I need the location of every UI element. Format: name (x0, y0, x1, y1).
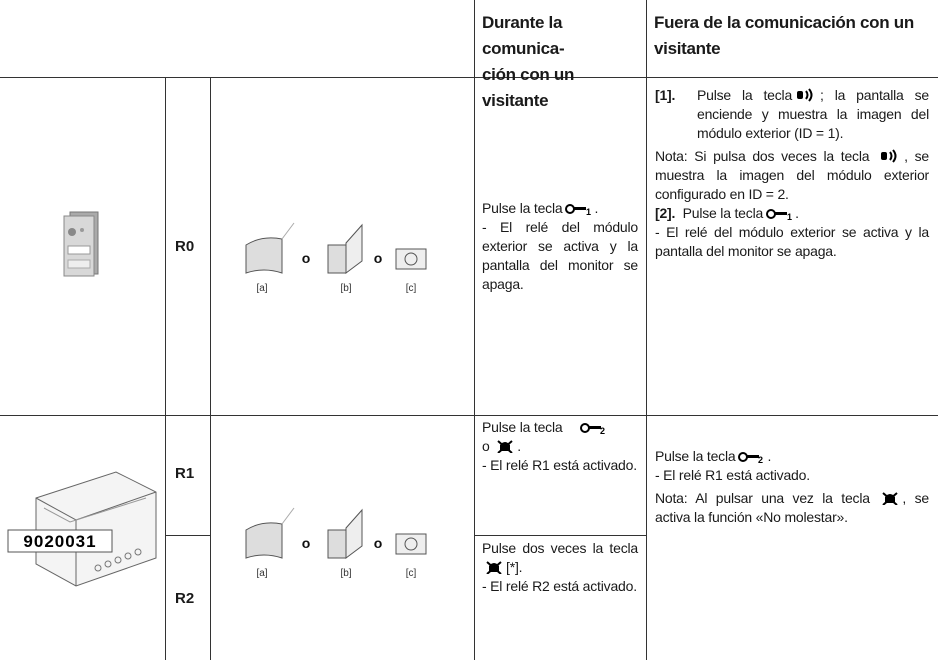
paragraph: - El relé R1 está activado. (482, 457, 637, 473)
do-not-disturb-icon (486, 561, 502, 574)
option-label: [a] (256, 568, 267, 579)
rule (0, 77, 938, 78)
step-number: [2]. (655, 205, 676, 221)
paragraph: Pulse dos veces la tecla [*]. (482, 539, 638, 577)
outdoor-panel-image (63, 211, 99, 277)
rule (646, 0, 647, 660)
paragraph: Pulse la tecla 1. (482, 199, 638, 218)
text: Pulse dos veces la tecla (482, 540, 638, 556)
option-separator: o (374, 250, 383, 266)
text: ; la pantalla se enciende y muestra la i… (697, 87, 929, 141)
rule (210, 77, 211, 660)
svg-text:1: 1 (787, 212, 792, 220)
header: Fuera de la comunicación con un visitant… (646, 0, 938, 77)
rule (0, 415, 938, 416)
svg-text:2: 2 (758, 455, 763, 463)
cell: [1]. Pulse la tecla; la pantalla se encie… (646, 86, 938, 261)
key1-icon: 1 (766, 209, 792, 220)
text: . (767, 448, 772, 464)
option-separator: o (302, 535, 311, 551)
paragraph: - El relé del módulo exterior se activa … (482, 218, 638, 292)
header-line: ción con un visitante (482, 65, 575, 110)
paragraph: Pulse la tecla 2 (482, 418, 638, 437)
step: [1]. Pulse la tecla; la pantalla se encie… (655, 86, 929, 143)
text: Pulse la tecla (697, 87, 793, 103)
option-label: [a] (256, 283, 267, 294)
cell: Pulse la tecla 1. - El relé del módulo ex… (474, 77, 646, 415)
text: . (795, 205, 799, 221)
step: [2]. Pulse la tecla 1. (655, 204, 929, 223)
option-label: [c] (406, 283, 417, 294)
note: Nota: Al pulsar una vez la tecla , se ac… (655, 489, 929, 527)
key1-icon: 1 (565, 203, 591, 215)
text: , se muestra la imagen del módulo exteri… (655, 148, 929, 202)
options-diagram: [a] o [b] o [c] (245, 222, 427, 294)
cell: Pulse la tecla 2 o . - El relé R1 está a… (474, 418, 646, 475)
text: , se activa la función «No molestar». (655, 490, 929, 525)
text: Nota: Al pulsar una vez la tecla (655, 490, 870, 506)
device-code: 9020031 (23, 532, 96, 551)
text: . (517, 438, 521, 454)
text: . (594, 199, 599, 216)
option-separator: o (374, 535, 383, 551)
svg-text:2: 2 (600, 426, 605, 434)
header: Durante la comunica- ción con un visitan… (474, 0, 646, 110)
cell: Pulse dos veces la tecla [*]. - El relé … (474, 539, 646, 596)
text: Pulse la tecla (482, 199, 563, 216)
do-not-disturb-icon (497, 440, 513, 453)
text: Pulse la tecla (482, 419, 563, 435)
rule (165, 535, 210, 536)
step-number: [1]. (655, 87, 676, 103)
text: o (482, 438, 490, 454)
key2-icon: 2 (738, 452, 764, 463)
cell: Pulse la tecla 2. - El relé R1 está activ… (646, 447, 938, 527)
options-diagram: [a] o [b] o [c] (245, 507, 427, 579)
paragraph: - El relé R1 está activado. (655, 467, 810, 483)
header-line: Durante la comunica- (482, 13, 565, 58)
do-not-disturb-icon (882, 492, 899, 505)
relay-label: R2 (175, 590, 195, 607)
relay-label: R0 (175, 238, 195, 255)
paragraph: - El relé del módulo exterior se activa … (655, 224, 929, 259)
svg-text:1: 1 (586, 207, 591, 215)
speaker-icon (797, 88, 813, 102)
relay-module-image: 9020031 (7, 471, 157, 587)
rule (474, 535, 646, 536)
option-separator: o (302, 250, 311, 266)
key2-icon: 2 (580, 423, 605, 434)
paragraph: Pulse la tecla 2. (655, 447, 929, 466)
note: Nota: Si pulsa dos veces la tecla , se m… (655, 147, 929, 204)
rule (474, 0, 475, 660)
option-label: [b] (340, 283, 351, 294)
rule (165, 77, 166, 660)
speaker-icon (881, 149, 897, 163)
paragraph: - El relé R2 está activado. (482, 578, 637, 594)
text: Pulse la tecla (682, 205, 764, 221)
header-line: Fuera de la comunicación con un visitant… (654, 13, 914, 58)
relay-label: R1 (175, 465, 195, 482)
paragraph: o . (482, 437, 638, 456)
option-label: [c] (406, 568, 417, 579)
option-label: [b] (340, 568, 351, 579)
text: Nota: Si pulsa dos veces la tecla (655, 148, 870, 164)
text: [*]. (506, 559, 523, 575)
text: Pulse la tecla (655, 448, 736, 464)
